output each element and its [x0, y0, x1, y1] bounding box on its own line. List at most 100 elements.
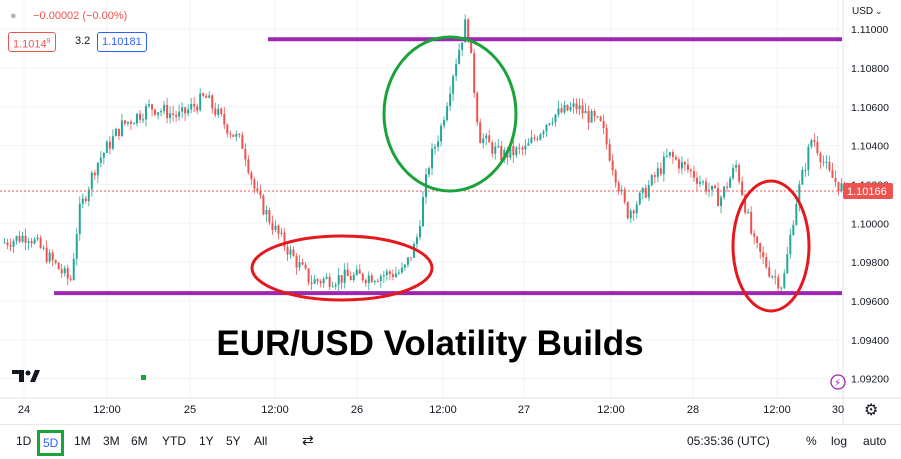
range-ytd[interactable]: YTD	[162, 434, 186, 448]
range-5d[interactable]: 5D	[37, 430, 65, 456]
range-5y[interactable]: 5Y	[226, 434, 241, 448]
ask-price: 1.10181	[102, 36, 142, 48]
candle-body	[78, 203, 81, 235]
log-toggle[interactable]: log	[831, 434, 848, 448]
candle-body	[626, 202, 629, 219]
candle-body	[21, 235, 24, 242]
time-axis[interactable]: 24 12:00 25 12:00 26 12:00 27 12:00 28 12:00 30	[18, 404, 844, 416]
candle-body	[349, 276, 352, 280]
eye-icon[interactable]: ●	[10, 10, 17, 22]
price-axis[interactable]: 1.092001.094001.096001.098001.100001.102…	[851, 24, 889, 385]
candle-body	[169, 113, 172, 119]
candle-body	[431, 148, 434, 169]
candle-body	[632, 210, 635, 214]
candle-body	[217, 108, 220, 115]
candle-body	[578, 105, 581, 110]
candle-body	[659, 168, 662, 175]
candle-body	[714, 185, 717, 189]
candle-body	[473, 53, 476, 93]
candle-body	[346, 269, 349, 277]
change-value: −0.00002 (−0.00%)	[33, 10, 128, 22]
candle-body	[418, 226, 421, 238]
range-1d[interactable]: 1D	[16, 434, 32, 448]
candle-body	[268, 210, 271, 223]
y-tick-label: 1.10600	[851, 102, 889, 114]
candle-body	[765, 257, 768, 268]
candle-body	[18, 236, 21, 242]
currency-label[interactable]: USD	[852, 6, 873, 17]
candle-body	[668, 152, 671, 156]
candle-body	[738, 164, 741, 182]
candle-body	[783, 273, 786, 288]
clock-time[interactable]: 05:35:36 (UTC)	[687, 434, 770, 448]
candle-body	[795, 203, 798, 225]
candle-body	[193, 104, 196, 107]
candle-body	[467, 19, 470, 41]
candle-body	[768, 267, 771, 277]
candle-series	[3, 14, 846, 293]
candle-body	[527, 143, 530, 146]
candle-body	[331, 286, 334, 288]
candle-body	[235, 133, 238, 137]
candle-body	[557, 108, 560, 115]
candle-body	[45, 247, 48, 262]
candle-body	[620, 189, 623, 192]
gear-icon[interactable]: ⚙	[864, 400, 878, 419]
current-price-tag	[843, 183, 893, 200]
candle-body	[108, 141, 111, 149]
candle-body	[798, 184, 801, 204]
red-ellipse-right[interactable]	[731, 179, 811, 313]
range-3m[interactable]: 3M	[103, 434, 120, 448]
green-ellipse-spike[interactable]	[382, 35, 518, 193]
candle-body	[521, 147, 524, 150]
candle-body	[105, 141, 108, 154]
candle-body	[250, 172, 253, 180]
alert-icon-glyph: ⚡	[834, 378, 841, 389]
candle-body	[440, 125, 443, 142]
candle-body	[111, 136, 114, 149]
range-1y[interactable]: 1Y	[199, 434, 214, 448]
candle-body	[322, 278, 325, 284]
ask-box[interactable]: 1.10181	[97, 32, 147, 52]
candle-body	[202, 93, 205, 96]
candle-body	[635, 204, 638, 214]
percent-toggle[interactable]: %	[806, 434, 817, 448]
candle-body	[3, 242, 6, 244]
candle-body	[524, 145, 527, 150]
candle-body	[611, 160, 614, 171]
candle-body	[181, 107, 184, 112]
candle-body	[175, 114, 178, 117]
auto-toggle[interactable]: auto	[863, 434, 887, 448]
candle-body	[265, 210, 268, 215]
bid-box[interactable]: 1.10149	[8, 32, 56, 52]
candle-body	[641, 187, 644, 193]
candle-body	[93, 172, 96, 176]
range-1m[interactable]: 1M	[74, 434, 91, 448]
chevron-down-icon[interactable]: ⌄	[875, 7, 883, 17]
candle-body	[723, 186, 726, 198]
candle-body	[397, 272, 400, 274]
candle-body	[807, 146, 810, 170]
range-6m[interactable]: 6M	[131, 434, 148, 448]
candle-body	[220, 108, 223, 114]
candle-body	[674, 157, 677, 160]
candle-body	[379, 276, 382, 282]
candle-body	[695, 177, 698, 184]
candle-body	[208, 95, 211, 98]
red-ellipse-low[interactable]	[250, 234, 434, 302]
alert-icon[interactable]	[830, 374, 846, 390]
candle-body	[117, 128, 120, 136]
candle-body	[446, 106, 449, 121]
candle-body	[533, 137, 536, 139]
candle-body	[187, 109, 190, 114]
candle-body	[548, 123, 551, 125]
range-all[interactable]: All	[254, 434, 268, 448]
candle-body	[132, 123, 135, 125]
candle-body	[63, 268, 66, 274]
candle-body	[340, 275, 343, 283]
candle-body	[744, 195, 747, 213]
candle-body	[662, 156, 665, 175]
candle-body	[753, 233, 756, 237]
compare-icon[interactable]: ⇄	[302, 432, 314, 448]
